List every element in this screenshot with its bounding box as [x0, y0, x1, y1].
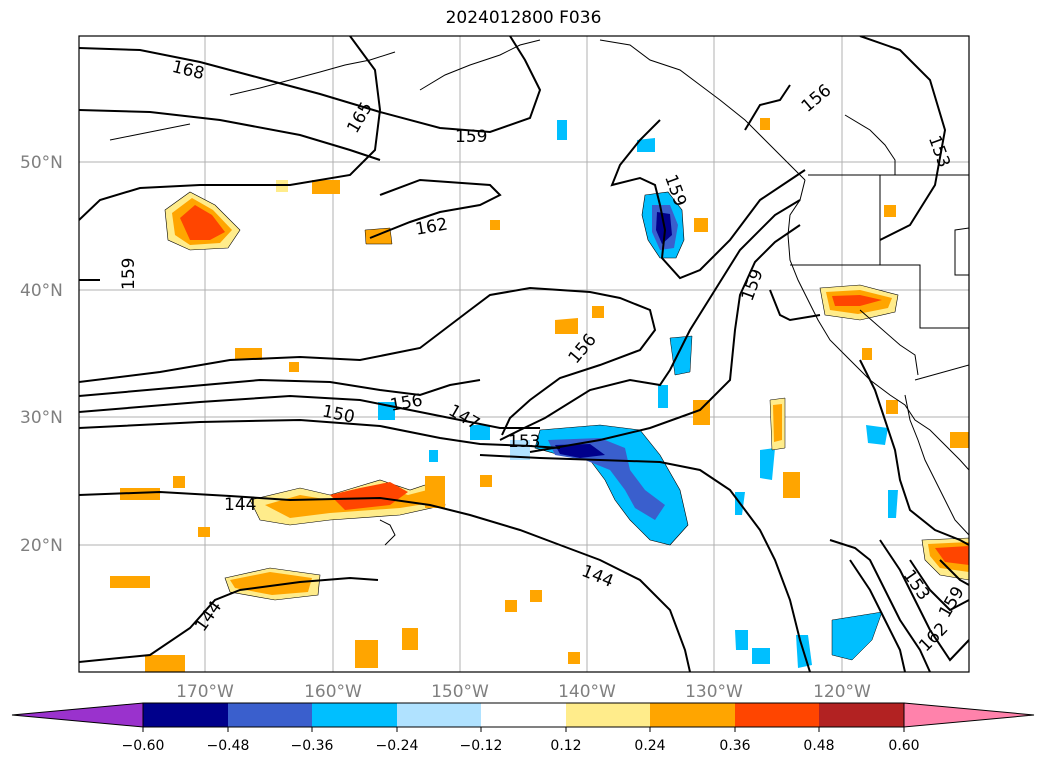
contours	[79, 36, 969, 672]
plot-frame	[78, 35, 970, 673]
colorbar-tick-label: 0.60	[888, 738, 919, 754]
contour-label: 153	[508, 432, 540, 452]
colorbar-tick-label: −0.12	[460, 738, 503, 754]
colorbar-extend-low	[11, 702, 144, 728]
colorbar-extend-high	[903, 702, 1035, 728]
colorbar-tick-label: 0.12	[550, 738, 581, 754]
colorbar-tick-label: −0.24	[376, 738, 419, 754]
lon-label-170w: 170°W	[176, 682, 234, 702]
lon-label-150w: 150°W	[431, 682, 489, 702]
lon-label-160w: 160°W	[304, 682, 362, 702]
lat-label-50n: 50°N	[20, 153, 63, 173]
colorbar-segment	[312, 703, 397, 727]
colorbar-segment	[735, 703, 819, 727]
lat-label-20n: 20°N	[20, 536, 63, 556]
shaded-field	[110, 118, 969, 672]
latitude-labels: 50°N 40°N 30°N 20°N	[20, 153, 63, 556]
lat-label-40n: 40°N	[20, 281, 63, 301]
colorbar-tick-label: −0.60	[122, 738, 165, 754]
contour-label: 144	[224, 495, 256, 515]
colorbar-segment	[650, 703, 735, 727]
coastlines	[109, 39, 969, 546]
colorbar-segment	[397, 703, 481, 727]
colorbar-tick-label: −0.48	[207, 738, 250, 754]
lon-label-120w: 120°W	[813, 682, 871, 702]
colorbar-segment	[228, 703, 312, 727]
contour-label: 159	[455, 127, 487, 147]
colorbar-tick-label: 0.24	[634, 738, 665, 754]
colorbar-ticks	[142, 727, 905, 732]
longitude-labels: 170°W 160°W 150°W 140°W 130°W 120°W	[176, 682, 871, 702]
colorbar-segment	[481, 703, 566, 727]
map-plot-area: 168 165 159 159 162 159 159 153 156 156 …	[79, 36, 969, 672]
lon-label-140w: 140°W	[558, 682, 616, 702]
lat-label-30n: 30°N	[20, 408, 63, 428]
colorbar-segment	[566, 703, 650, 727]
map-title: 2024012800 F036	[445, 8, 602, 28]
colorbar-segment	[819, 703, 904, 727]
contour-label: 159	[119, 258, 139, 290]
colorbar: −0.60 −0.48 −0.36 −0.24 −0.12 0.12 0.24 …	[11, 702, 1035, 754]
colorbar-tick-label: 0.48	[803, 738, 834, 754]
colorbar-tick-label: −0.36	[291, 738, 334, 754]
colorbar-tick-label: 0.36	[719, 738, 750, 754]
colorbar-segment	[143, 703, 228, 727]
lon-label-130w: 130°W	[685, 682, 743, 702]
